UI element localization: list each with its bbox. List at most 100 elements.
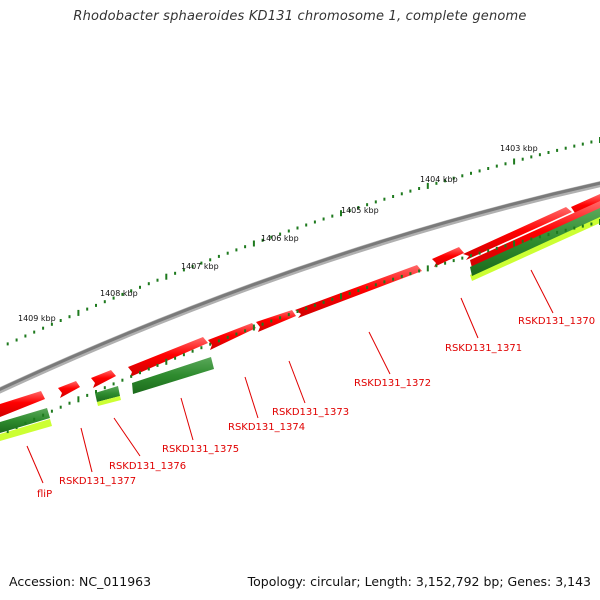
gene-arrow-1371b[interactable] [432, 247, 464, 267]
ruler-dot [226, 335, 229, 339]
forward-strand-genes [0, 194, 600, 417]
ruler-major-tick [340, 210, 342, 217]
ruler-dot [590, 222, 593, 226]
kbp-tick-1404: 1404 kbp [420, 175, 458, 184]
chromosome-backbone [0, 181, 600, 394]
ruler-dot [244, 245, 247, 249]
ruler-dot [573, 226, 576, 230]
gene-arrow-1376[interactable] [91, 370, 116, 388]
ruler-dot [200, 261, 203, 265]
gene-arrow-1376-reverse[interactable] [95, 386, 120, 402]
ruler-dot [538, 235, 541, 239]
ruler-dot [33, 330, 36, 334]
ruler-dot [24, 334, 27, 338]
ruler-dot [130, 374, 133, 378]
ruler-dot [24, 421, 27, 425]
gene-label-flip[interactable]: fliP [37, 489, 52, 500]
ruler-dot [331, 297, 334, 301]
gene-arrow-flip[interactable] [0, 391, 45, 417]
ruler-dot [209, 258, 212, 262]
gene-arrow-1371[interactable] [463, 207, 572, 260]
ruler-major-tick [513, 240, 516, 247]
leader-1377 [80, 427, 93, 473]
gene-arrow-1376-reverse-lower[interactable] [97, 396, 121, 406]
ruler-dot [313, 303, 316, 307]
gene-arrow-1377[interactable] [58, 381, 80, 398]
gene-label-1371[interactable]: RSKD131_1371 [445, 343, 522, 354]
ruler-dot [374, 283, 377, 287]
ruler-dot [296, 310, 299, 313]
gene-arrow-1373[interactable] [256, 310, 296, 332]
ruler-dot [261, 322, 264, 326]
ruler-dot [392, 277, 395, 281]
ruler-dot [564, 228, 567, 232]
ruler-dot [103, 386, 106, 390]
ruler-major-tick [165, 358, 168, 365]
gene-arrow-flip-reverse[interactable] [0, 408, 50, 433]
ruler-dot [59, 405, 62, 409]
map-title: Rhodobacter sphaeroides KD131 chromosome… [73, 9, 527, 24]
ruler-dot [366, 286, 369, 290]
ruler-dot [139, 285, 141, 289]
ruler-dot [495, 246, 498, 250]
ruler-dot [287, 313, 290, 317]
ruler-dot [400, 192, 403, 196]
ruler-dot [573, 144, 576, 148]
gene-arrow-1370-reverse-lower[interactable] [470, 216, 600, 281]
gene-label-1376[interactable]: RSKD131_1376 [109, 461, 186, 472]
ruler-dot [235, 332, 238, 336]
ruler-dot [121, 292, 124, 296]
gene-label-1373[interactable]: RSKD131_1373 [272, 407, 349, 418]
gene-arrow-1375-reverse[interactable] [132, 357, 214, 394]
kbp-tick-1403: 1403 kbp [500, 144, 538, 153]
gene-labels: RSKD131_1370 RSKD131_1371 RSKD131_1372 R… [37, 316, 595, 500]
ruler-dot [95, 303, 97, 307]
ruler-dot [461, 174, 464, 178]
kbp-tick-1407: 1407 kbp [181, 262, 219, 271]
accession-label: Accession: NC_011963 [9, 574, 152, 589]
chromosome-backbone-line [0, 181, 600, 392]
ruler-dot [470, 254, 472, 258]
gene-arrow-1370-reverse[interactable] [470, 201, 600, 268]
gene-label-1370[interactable]: RSKD131_1370 [518, 316, 595, 327]
gene-arrow-flip-reverse-lower[interactable] [0, 419, 52, 441]
ruler-dot [191, 265, 194, 268]
ruler-dot [357, 206, 360, 209]
ruler-dot [95, 390, 97, 393]
gene-arrow-1374[interactable] [208, 323, 256, 350]
ruler-dot [504, 162, 507, 166]
ruler-dot [200, 346, 203, 350]
ruler-dot [418, 269, 421, 273]
ruler-dot [435, 181, 438, 185]
ruler-dot [348, 208, 351, 212]
gene-arrow-1370-reverse-green[interactable] [470, 208, 600, 276]
ruler-dot [174, 271, 177, 275]
ruler-dot [33, 417, 36, 421]
ruler-dot [383, 197, 386, 201]
ruler-dot [305, 223, 308, 227]
ruler-dot [217, 254, 220, 258]
kbp-tick-1405: 1405 kbp [341, 206, 379, 215]
ruler-dot [452, 176, 455, 180]
ruler-dot [112, 296, 115, 300]
gene-label-1374[interactable]: RSKD131_1374 [228, 422, 305, 433]
ruler-major-tick [426, 182, 429, 189]
leader-flip [26, 445, 44, 484]
ruler-dot [348, 291, 351, 295]
ruler-dot [418, 187, 421, 190]
ruler-dot [156, 363, 159, 367]
gene-label-1372[interactable]: RSKD131_1372 [354, 378, 431, 389]
ruler-dot [521, 157, 524, 161]
ruler-dot [209, 342, 212, 346]
gene-label-1375[interactable]: RSKD131_1375 [162, 444, 239, 455]
reverse-strand-genes [0, 201, 600, 441]
ruler-dot [86, 307, 89, 311]
ruler-dot [6, 430, 9, 434]
gene-arrow-1375[interactable] [128, 337, 208, 377]
ruler-major-tick [426, 265, 429, 272]
gene-label-1377[interactable]: RSKD131_1377 [59, 476, 136, 487]
ruler-dot [366, 203, 369, 207]
kbp-tick-1409: 1409 kbp [18, 314, 56, 323]
ruler-dot [191, 349, 194, 353]
